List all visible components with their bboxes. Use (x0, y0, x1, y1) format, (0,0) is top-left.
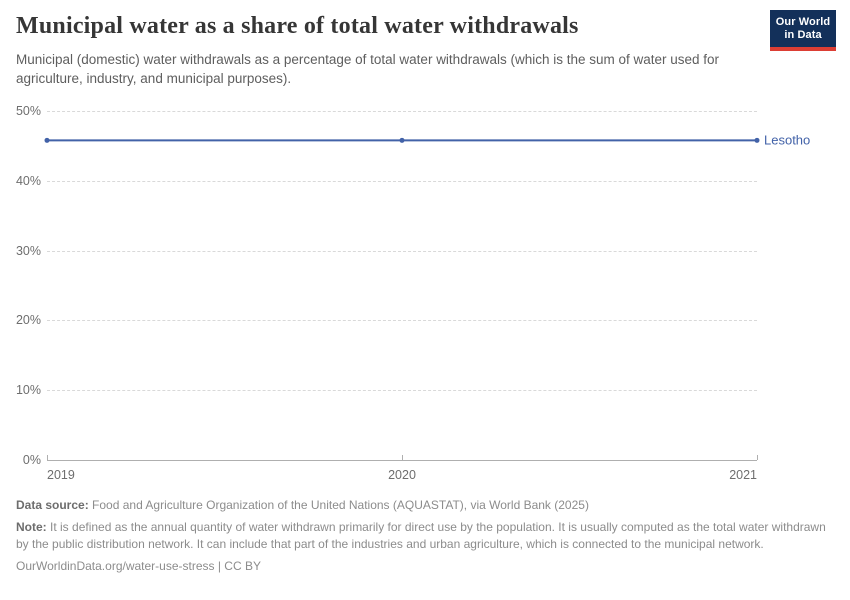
data-source-line: Data source: Food and Agriculture Organi… (16, 497, 834, 514)
logo-line-1: Our World (775, 16, 831, 28)
chart-footer: Data source: Food and Agriculture Organi… (16, 497, 834, 580)
data-point-lesotho-2020[interactable] (399, 137, 405, 143)
canonical-link[interactable]: OurWorldinData.org/water-use-stress | CC… (16, 559, 261, 573)
x-axis-line (47, 460, 757, 461)
x-axis-tick-mark (47, 455, 48, 460)
note-line: Note: It is defined as the annual quanti… (16, 519, 834, 553)
x-axis-tick-label: 2019 (47, 468, 75, 482)
data-series-layer (44, 137, 760, 143)
y-axis-tick-label: 40% (15, 173, 41, 188)
owid-logo[interactable]: Our World in Data (770, 10, 836, 51)
gridline (47, 320, 757, 322)
y-axis-tick-label: 0% (22, 453, 41, 467)
x-axis-tick-label: 2020 (388, 468, 416, 482)
y-axis-tick-label: 30% (15, 243, 41, 258)
data-point-lesotho-2021[interactable] (754, 137, 760, 143)
logo-line-2: in Data (784, 29, 822, 41)
gridline (47, 250, 757, 252)
x-axis-tick-label: 2021 (729, 468, 757, 482)
data-source-text: Food and Agriculture Organization of the… (92, 498, 589, 512)
note-label: Note: (16, 520, 47, 534)
chart-header: Municipal water as a share of total wate… (16, 10, 836, 88)
y-axis-tick-label: 10% (15, 383, 41, 398)
note-text: It is defined as the annual quantity of … (16, 520, 826, 551)
data-point-lesotho-2019[interactable] (44, 137, 50, 143)
series-label-lesotho[interactable]: Lesotho (764, 132, 811, 148)
x-axis-tick-mark (757, 455, 758, 460)
y-axis-tick-label: 50% (15, 104, 41, 118)
x-axis-tick-mark (402, 455, 403, 460)
gridline (47, 390, 757, 392)
line-chart: 0% 10% 20% 30% 40% 50% 2019 2020 2021 Lesotho (0, 95, 850, 495)
y-axis-tick-label: 20% (15, 313, 41, 328)
data-source-label: Data source: (16, 498, 89, 512)
gridline (47, 180, 757, 182)
gridline (47, 111, 757, 112)
chart-subtitle: Municipal (domestic) water withdrawals a… (16, 51, 720, 86)
chart-title: Municipal water as a share of total wate… (16, 13, 579, 39)
